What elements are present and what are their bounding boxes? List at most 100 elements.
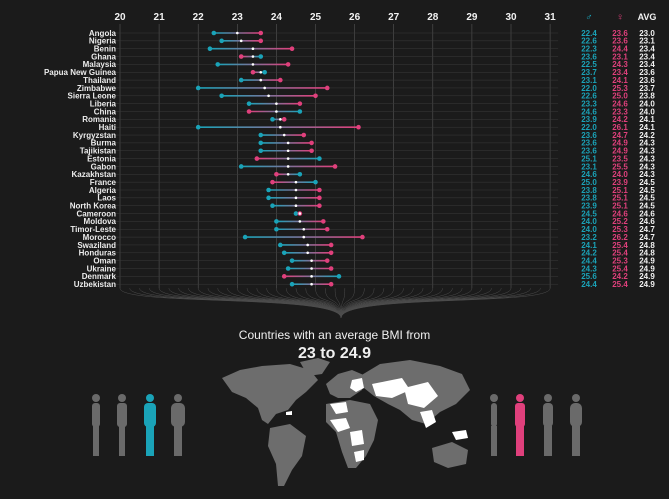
- male-value-denmark: 25.6: [581, 272, 597, 281]
- country-label-cameroon: Cameroon: [76, 209, 116, 218]
- female-value-laos: 25.1: [612, 194, 628, 203]
- fan-line: [168, 288, 342, 319]
- avg-value-denmark: 24.9: [639, 272, 655, 281]
- map-highlight-papua: [452, 430, 468, 440]
- fan-line: [207, 288, 342, 319]
- avg-point-cameroon: [298, 212, 302, 215]
- avg-value-morocco: 24.7: [639, 233, 655, 242]
- male-value-estonia: 25.1: [581, 154, 597, 163]
- male-point-north-korea: [270, 203, 275, 208]
- fan-connector: [119, 288, 551, 319]
- fan-line: [197, 288, 342, 319]
- country-label-gabon: Gabon: [91, 162, 116, 171]
- country-label-romania: Romania: [82, 115, 116, 124]
- country-label-france: France: [90, 178, 117, 187]
- female-value-sierra-leone: 25.0: [612, 92, 628, 101]
- female-point-zimbabwe: [324, 85, 330, 91]
- male-value-papua-new-guinea: 23.7: [581, 68, 597, 77]
- avg-value-burma: 24.3: [639, 139, 655, 148]
- avg-point-north-korea: [294, 204, 298, 207]
- country-label-sierra-leone: Sierra Leone: [68, 92, 117, 101]
- country-label-swaziland: Swaziland: [77, 241, 116, 250]
- female-value-gabon: 25.5: [612, 162, 628, 171]
- avg-point-liberia: [275, 102, 278, 105]
- avg-point-tajikistan: [286, 149, 290, 153]
- country-label-moldova: Moldova: [84, 217, 117, 226]
- avg-point-thailand: [259, 78, 263, 82]
- male-point-romania: [270, 117, 275, 122]
- female-value-denmark: 24.2: [612, 272, 628, 281]
- female-point-nigeria: [258, 38, 264, 44]
- male-point-burma: [258, 140, 264, 146]
- map-highlight-europe: [350, 378, 364, 392]
- male-point-thailand: [238, 77, 244, 83]
- female-point-kazakhstan: [274, 172, 279, 177]
- avg-value-benin: 23.4: [639, 45, 655, 54]
- female-value-zimbabwe: 25.3: [612, 84, 628, 93]
- avg-point-estonia: [286, 157, 290, 160]
- female-value-romania: 24.2: [612, 115, 628, 124]
- country-label-papua-new-guinea: Papua New Guinea: [44, 68, 117, 77]
- avg-point-denmark: [310, 275, 313, 278]
- avg-point-swaziland: [306, 243, 309, 247]
- country-label-angola: Angola: [89, 29, 117, 38]
- map-australia: [432, 442, 468, 468]
- male-value-nigeria: 22.6: [581, 37, 597, 46]
- male-point-liberia: [246, 101, 252, 106]
- female-point-ukraine: [328, 266, 334, 271]
- male-point-tajikistan: [258, 148, 264, 154]
- x-tick-28: 28: [427, 12, 439, 23]
- female-value-haiti: 26.1: [612, 123, 628, 132]
- avg-value-algeria: 24.5: [639, 186, 655, 195]
- avg-point-algeria: [294, 188, 298, 192]
- country-label-china: China: [94, 107, 117, 116]
- avg-point-china: [275, 110, 278, 113]
- female-value-swaziland: 25.4: [612, 241, 628, 250]
- country-label-estonia: Estonia: [87, 154, 116, 163]
- male-point-swaziland: [278, 242, 283, 248]
- x-tick-23: 23: [232, 12, 244, 23]
- male-point-sierra-leone: [219, 93, 224, 99]
- avg-point-oman: [310, 259, 313, 262]
- country-label-laos: Laos: [97, 194, 116, 203]
- male-point-nigeria: [219, 38, 224, 44]
- male-value-timor-leste: 24.0: [581, 225, 597, 234]
- male-figure-4: [171, 394, 185, 456]
- female-point-burma: [309, 140, 314, 146]
- avg-value-thailand: 23.6: [639, 76, 655, 85]
- avg-value-china: 24.0: [639, 107, 655, 116]
- female-value-ukraine: 25.4: [612, 264, 628, 273]
- male-value-ukraine: 24.3: [581, 264, 597, 273]
- avg-point-kazakhstan: [286, 173, 290, 176]
- country-label-ghana: Ghana: [91, 52, 116, 61]
- x-axis-ticks: 20 21 22 23 24 25 26 27 28 29 30 31: [114, 12, 556, 23]
- male-point-laos: [266, 195, 271, 201]
- country-label-north-korea: North Korea: [70, 202, 117, 211]
- male-silhouettes: [92, 394, 185, 456]
- avg-value-nigeria: 23.1: [639, 37, 655, 46]
- chart-title: Countries with an average BMI from: [238, 328, 431, 342]
- avg-point-gabon: [286, 165, 290, 168]
- avg-value-france: 24.5: [639, 178, 655, 187]
- female-point-moldova: [321, 219, 326, 224]
- chart-subtitle: 23 to 24.9: [298, 345, 371, 362]
- avg-value-tajikistan: 24.3: [639, 147, 655, 156]
- male-point-kazakhstan: [297, 172, 303, 177]
- country-label-malaysia: Malaysia: [83, 60, 117, 69]
- male-value-zimbabwe: 22.0: [581, 84, 597, 93]
- male-point-zimbabwe: [195, 85, 201, 91]
- fan-line: [334, 288, 342, 319]
- female-point-laos: [317, 195, 322, 201]
- fan-line: [340, 288, 385, 319]
- fan-line: [158, 288, 342, 319]
- female-value-nigeria: 23.6: [612, 37, 628, 46]
- male-value-benin: 22.3: [581, 45, 597, 54]
- avg-value-kyrgyzstan: 24.2: [639, 131, 655, 140]
- country-label-oman: Oman: [93, 256, 116, 265]
- avg-value-uzbekistan: 24.9: [639, 280, 655, 289]
- male-value-swaziland: 24.1: [581, 241, 597, 250]
- fan-line: [305, 288, 342, 319]
- female-point-swaziland: [328, 242, 334, 248]
- female-point-north-korea: [317, 203, 322, 208]
